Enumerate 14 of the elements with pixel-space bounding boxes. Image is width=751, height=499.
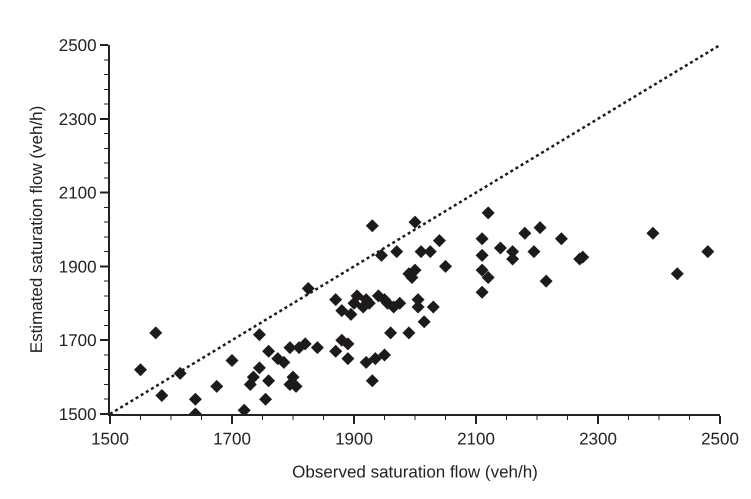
x-tick-label: 2300 bbox=[579, 429, 617, 448]
x-tick-label: 2500 bbox=[701, 429, 739, 448]
y-tick-label: 2500 bbox=[58, 36, 97, 55]
x-tick-label: 1500 bbox=[91, 429, 129, 448]
y-tick-label: 1500 bbox=[58, 404, 97, 424]
x-tick-label: 1700 bbox=[213, 429, 251, 448]
y-tick-label: 1900 bbox=[58, 257, 97, 276]
x-axis-title: Observed saturation flow (veh/h) bbox=[292, 462, 538, 482]
x-tick-label: 2100 bbox=[457, 429, 495, 448]
y-tick-label: 1700 bbox=[58, 331, 97, 350]
y-tick-label: 2100 bbox=[58, 184, 97, 203]
x-tick-label: 1900 bbox=[335, 429, 373, 448]
y-tick-label: 2300 bbox=[58, 110, 97, 129]
y-axis-title: Estimated saturation flow (veh/h) bbox=[26, 106, 46, 354]
